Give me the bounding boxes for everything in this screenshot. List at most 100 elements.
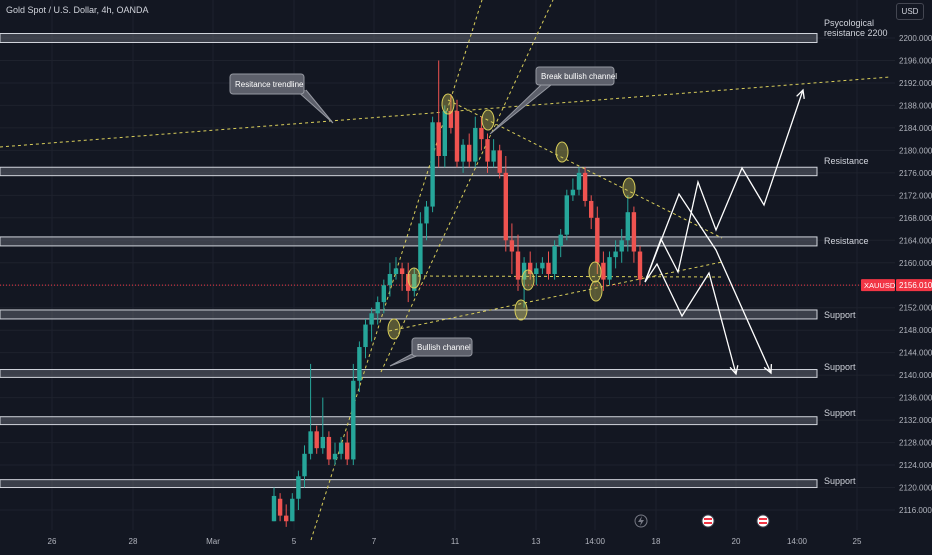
candle[interactable] [314,425,319,454]
y-tick-label: 2196.000 [899,56,932,65]
candle[interactable] [387,262,393,297]
candle-body [601,262,606,280]
candle[interactable] [277,493,283,522]
candle[interactable] [473,116,478,168]
candle[interactable] [497,144,502,179]
candle[interactable] [381,279,386,314]
candle-body [576,172,582,190]
candle[interactable] [436,60,441,168]
zone-label: Support [824,362,856,372]
flag-event-icon[interactable] [756,514,770,528]
lightning-icon[interactable] [634,514,648,528]
y-tick-label: 2200.000 [899,34,932,43]
candle[interactable] [613,240,618,269]
candle[interactable] [528,251,533,280]
candle[interactable] [637,245,643,286]
candle-body [393,268,399,274]
candle-body [381,285,386,303]
candle-body [308,431,313,454]
y-tick-label: 2180.000 [899,146,932,155]
y-tick-label: 2192.000 [899,79,932,88]
callout-annotation[interactable]: Resitance trendline [229,73,334,124]
flag-icon-stripe [759,518,767,520]
candle-body [625,212,630,241]
candle[interactable] [582,167,588,207]
candle-body [375,302,380,314]
candle[interactable] [552,240,557,280]
y-tick-label: 2136.000 [899,394,932,403]
y-tick-label: 2140.000 [899,371,932,380]
candle[interactable] [442,105,447,168]
grid-lines [0,0,895,530]
candle-body [637,251,643,280]
candle[interactable] [589,195,594,230]
candle[interactable] [479,116,484,151]
candle[interactable] [375,296,380,325]
y-tick-label: 2160.000 [899,259,932,268]
candle[interactable] [534,262,539,286]
candle[interactable] [290,493,295,522]
price-badge-text: 2156.010 [899,281,932,290]
candle[interactable] [363,318,368,359]
zone-label: Psycological resistance 2200 [824,18,888,38]
candle[interactable] [485,133,490,173]
y-axis: 2200.000 2196.000 2192.000 2188.000 2184.000… [899,34,932,515]
candle[interactable] [576,167,582,196]
currency-button[interactable]: USD [896,3,924,20]
candle-body [363,324,368,348]
candle[interactable] [631,206,637,263]
candle[interactable] [296,470,301,510]
candle[interactable] [460,139,466,173]
candle[interactable] [369,307,374,342]
candle[interactable] [558,229,563,258]
event-icons [634,514,770,528]
candle[interactable] [430,116,435,213]
candle[interactable] [418,212,423,280]
callout-annotation[interactable]: Break bullish channel [489,66,617,135]
callout-annotation[interactable]: Bullish channel [389,337,473,367]
candle[interactable] [338,436,344,460]
candle[interactable] [332,442,338,466]
highlight-circle [555,141,569,163]
candle[interactable] [509,223,515,274]
candle[interactable] [619,229,624,263]
candle[interactable] [515,234,521,291]
candle[interactable] [607,251,612,286]
candle[interactable] [448,94,454,134]
highlight-circle [387,318,401,340]
candle[interactable] [345,431,350,466]
candle[interactable] [546,251,551,280]
candle[interactable] [503,156,508,252]
candle[interactable] [284,504,289,527]
horizontal-zones [0,33,818,489]
candle[interactable] [320,397,325,454]
candle[interactable] [601,251,606,291]
lightning-icon-bolt [638,516,644,526]
candle[interactable] [308,363,313,460]
candle[interactable] [302,445,307,488]
candle[interactable] [424,200,429,241]
candle[interactable] [491,139,496,168]
flag-event-icon[interactable] [701,514,715,528]
candle[interactable] [326,431,332,466]
candle-body [369,313,374,325]
candle-body [412,274,417,291]
candle[interactable] [570,178,576,201]
candle[interactable] [357,341,362,392]
candle[interactable] [399,262,405,291]
candle[interactable] [625,195,630,252]
candle[interactable] [271,487,277,522]
candle[interactable] [564,189,569,241]
candle[interactable] [412,268,417,297]
candle[interactable] [521,257,527,308]
candle[interactable] [393,257,399,280]
y-tick-label: 2120.000 [899,484,932,493]
candle[interactable] [540,257,545,274]
candle[interactable] [467,133,472,168]
candle[interactable] [351,363,356,466]
candle[interactable] [454,99,460,168]
candle-body [424,206,429,224]
symbol-badge-bg [861,279,895,292]
